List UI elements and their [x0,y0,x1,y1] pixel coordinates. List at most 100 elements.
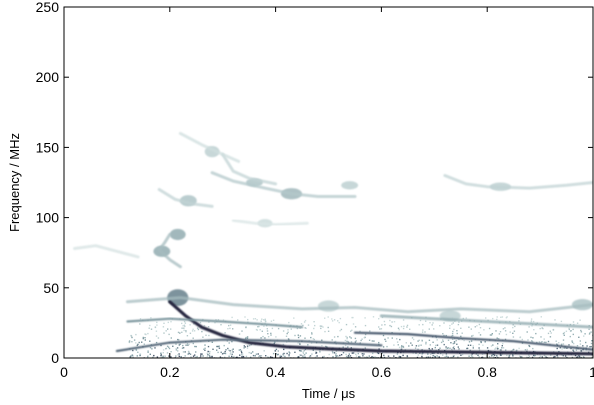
speckle-dot [148,327,150,329]
speckle-dot [381,324,383,326]
speckle-dot [378,326,380,328]
speckle-dot [425,320,427,322]
speckle-dot [585,341,587,344]
speckle-dot [314,324,316,327]
speckle-dot [501,345,503,347]
speckle-dot [402,346,405,348]
speckle-dot [256,319,258,321]
speckle-dot [228,324,230,327]
speckle-dot [445,334,447,337]
speckle-dot [280,355,283,358]
speckle-dot [453,355,455,357]
speckle-dot [313,338,315,341]
speckle-dot [188,343,190,346]
speckle-dot [526,331,528,333]
speckle-dot [191,330,194,332]
speckle-dot [339,354,341,357]
speckle-dot [160,352,162,354]
speckle-dot [393,355,395,357]
speckle-dot [439,352,442,355]
speckle-dot [447,339,450,341]
speckle-dot [580,329,582,332]
speckle-dot [443,334,445,337]
speckle-dot [195,345,197,348]
speckle-dot [432,354,434,357]
speckle-dot [450,335,453,337]
speckle-dot [348,356,351,358]
speckle-dot [287,329,289,331]
speckle-dot [386,345,388,348]
speckle-dot [428,339,431,341]
speckle-dot [468,341,471,343]
speckle-dot [275,348,278,351]
speckle-dot [544,355,547,358]
speckle-dot [460,327,462,329]
speckle-dot [220,351,222,353]
speckle-dot [512,355,514,357]
speckle-dot [355,340,357,342]
speckle-dot [471,353,473,355]
speckle-dot [333,352,336,354]
speckle-dot [496,348,499,350]
speckle-dot [393,344,395,346]
speckle-dot [333,336,336,338]
speckle-dot [189,353,192,355]
speckle-dot [467,344,470,346]
speckle-dot [290,328,292,330]
speckle-dot [512,336,515,338]
speckle-dot [541,356,543,358]
speckle-dot [445,348,447,350]
speckle-dot [241,352,243,354]
speckle-dot [384,338,386,341]
speckle-dot [352,323,355,325]
speckle-dot [252,354,255,357]
speckle-dot [504,327,506,329]
speckle-dot [204,349,206,351]
speckle-dot [530,318,533,320]
speckle-dot [299,343,301,345]
speckle-dot [372,316,375,318]
speckle-dot [351,316,353,319]
speckle-dot [316,355,318,357]
speckle-dot [223,352,225,354]
speckle-dot [425,356,428,358]
speckle-dot [324,330,326,333]
speckle-dot [512,324,514,326]
speckle-dot [369,330,371,332]
speckle-dot [312,338,314,340]
speckle-dot [286,352,288,355]
speckle-dot [474,326,476,328]
speckle-dot [344,339,347,342]
speckle-dot [185,330,187,332]
speckle-dot [346,337,348,340]
speckle-dot [485,355,488,357]
speckle-dot [582,356,585,358]
speckle-dot [533,329,535,331]
speckle-dot [255,328,258,331]
speckle-dot [396,353,399,355]
speckle-dot [154,326,157,329]
speckle-dot [431,356,434,358]
speckle-dot [242,353,244,355]
speckle-dot [247,318,249,321]
speckle-dot [414,347,417,349]
speckle-dot [215,319,217,321]
speckle-dot [150,317,152,319]
speckle-dot [371,356,373,358]
speckle-dot [267,336,270,338]
speckle-dot [528,344,530,347]
speckle-dot [217,319,220,321]
speckle-dot [228,349,230,351]
speckle-dot [568,328,570,331]
speckle-dot [244,337,247,340]
speckle-dot [178,353,180,355]
speckle-dot [496,337,498,339]
speckle-dot [177,331,180,334]
speckle-dot [347,340,349,343]
speckle-dot [246,336,249,338]
speckle-dot [175,349,178,351]
speckle-dot [431,324,433,326]
speckle-dot [165,348,167,350]
speckle-dot [319,351,321,353]
speckle-dot [579,319,581,321]
